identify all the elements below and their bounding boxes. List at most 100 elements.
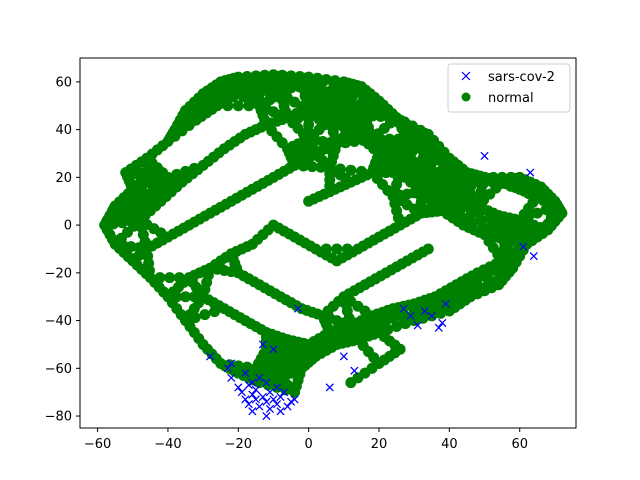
data-point (454, 174, 466, 186)
data-point (258, 392, 267, 401)
data-point (213, 147, 225, 159)
data-point (276, 137, 288, 149)
data-point (232, 100, 244, 112)
data-point (417, 130, 429, 142)
data-point (311, 308, 323, 320)
data-point (461, 279, 473, 291)
data-point (311, 90, 323, 102)
data-point (399, 304, 408, 313)
data-point (503, 266, 515, 278)
data-point (325, 383, 334, 392)
data-point (248, 378, 257, 387)
data-point (199, 309, 211, 321)
data-point (389, 347, 401, 359)
data-point (428, 134, 440, 146)
data-point (248, 407, 257, 416)
data-point (188, 269, 200, 281)
data-point (368, 328, 380, 340)
data-point (255, 402, 264, 411)
data-point (297, 136, 309, 148)
data-point (494, 232, 506, 244)
data-point (258, 340, 267, 349)
data-point (234, 132, 246, 144)
data-point (280, 388, 289, 397)
data-point (519, 174, 531, 186)
data-point (269, 345, 278, 354)
data-point (206, 352, 215, 361)
data-point (283, 228, 295, 240)
data-point (426, 301, 438, 313)
data-point (529, 252, 538, 261)
data-point (521, 230, 533, 242)
data-point (391, 321, 403, 333)
data-point (241, 71, 253, 82)
data-point (452, 216, 464, 228)
data-point (354, 282, 366, 294)
data-point (505, 255, 517, 267)
data-point (244, 381, 253, 390)
data-point (258, 348, 270, 360)
data-point (519, 242, 528, 251)
data-point (339, 352, 348, 361)
data-point (375, 106, 387, 118)
data-point (157, 234, 169, 246)
data-point (420, 307, 429, 316)
data-point (538, 184, 550, 196)
data-point (252, 233, 264, 245)
y-tick-label: −20 (45, 266, 72, 281)
data-point (387, 109, 399, 121)
data-point (489, 264, 501, 276)
data-point (382, 324, 394, 336)
data-point (164, 272, 176, 284)
data-point (347, 131, 359, 143)
data-point (438, 318, 447, 327)
data-point (420, 207, 432, 219)
y-tick-label: 60 (55, 75, 72, 90)
data-point (441, 299, 450, 308)
data-point (238, 91, 250, 103)
legend-label-normal: normal (488, 91, 534, 106)
data-point (262, 412, 271, 421)
legend-marker-x-icon (461, 71, 471, 81)
data-point (199, 210, 211, 222)
data-point (189, 312, 201, 324)
data-point (209, 258, 221, 270)
data-point (306, 161, 318, 173)
data-point (333, 295, 345, 307)
legend: sars-cov-2 normal (447, 63, 571, 113)
x-tick-label: 0 (305, 437, 313, 452)
data-point (276, 392, 285, 401)
legend-box (447, 63, 571, 113)
y-tick-label: −40 (45, 314, 72, 329)
data-point (264, 88, 276, 100)
data-point (251, 385, 260, 394)
data-point (326, 156, 338, 168)
data-point (141, 169, 153, 181)
y-tick-label: −80 (45, 410, 72, 425)
data-point (171, 168, 183, 180)
data-point (306, 353, 318, 365)
data-point (248, 276, 260, 288)
data-point (269, 288, 281, 300)
data-point (347, 335, 359, 347)
y-tick-label: 40 (55, 123, 72, 138)
data-point (213, 300, 225, 312)
series-sars-cov-2-overlay (206, 151, 538, 421)
x-tick-label: 40 (441, 437, 458, 452)
data-point (130, 168, 142, 180)
data-point (220, 198, 232, 210)
data-point (310, 134, 322, 146)
y-tick-label: 20 (55, 171, 72, 186)
data-point (475, 214, 487, 226)
data-point (399, 318, 411, 330)
data-point (231, 245, 243, 257)
data-point (265, 404, 274, 413)
data-point (486, 176, 498, 188)
data-point (202, 343, 214, 355)
data-point (480, 266, 492, 278)
data-point (461, 182, 473, 194)
data-point (477, 176, 489, 188)
data-point (417, 312, 429, 324)
data-point (478, 194, 490, 206)
